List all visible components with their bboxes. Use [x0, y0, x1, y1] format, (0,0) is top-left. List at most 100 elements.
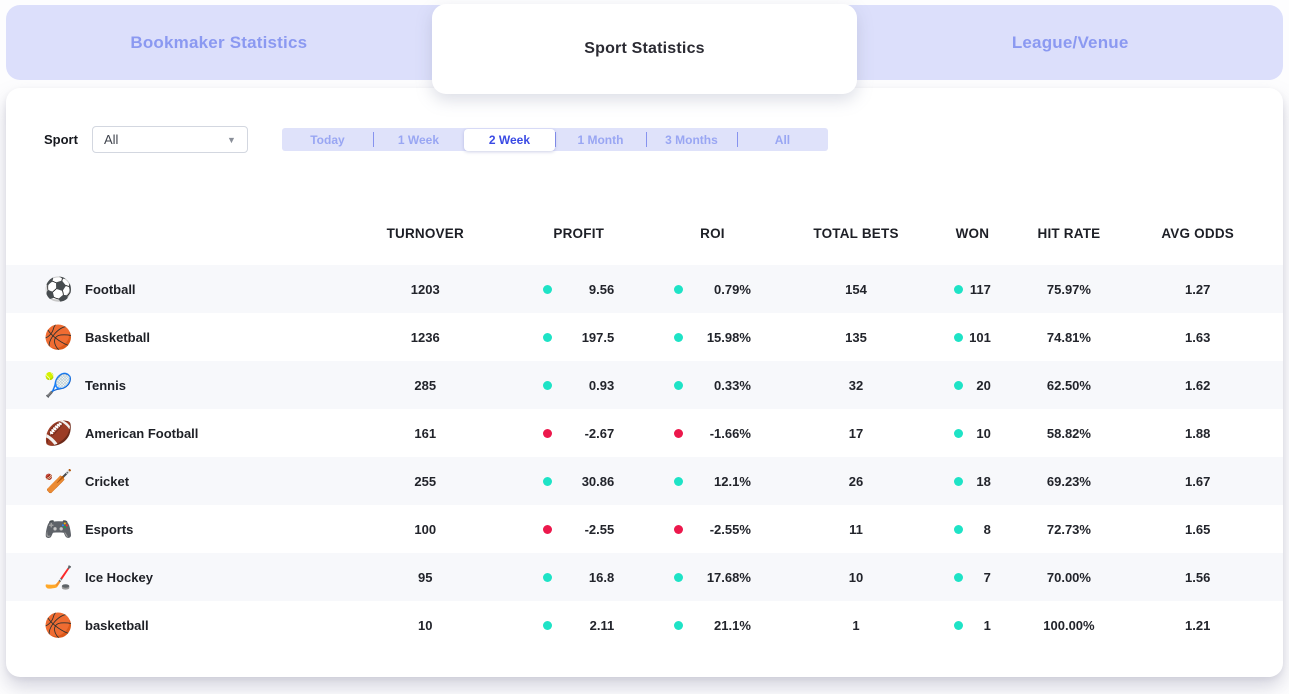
table-row[interactable]: 🏀 Basketball 1236 197.5 15.98% 135 101 7… — [6, 313, 1283, 361]
profit-cell: -2.67 — [509, 426, 648, 441]
period-2-week[interactable]: 2 Week — [463, 128, 555, 151]
avg-odds-value: 1.63 — [1185, 329, 1211, 345]
profit-value: -2.55 — [584, 521, 615, 537]
profit-status-dot — [543, 476, 553, 486]
sport-cell: 🎮 Esports — [44, 515, 341, 542]
profit-cell: -2.55 — [509, 522, 648, 537]
won-status-dot — [953, 476, 963, 486]
profit-status-dot — [543, 524, 553, 534]
turnover-value: 10 — [418, 617, 433, 633]
roi-status-dot — [673, 476, 683, 486]
won-value: 8 — [983, 521, 991, 537]
total-bets-value: 10 — [848, 569, 864, 585]
avg-odds-value: 1.88 — [1185, 425, 1211, 441]
won-status-dot — [953, 428, 963, 438]
column-header-won: WON — [955, 225, 990, 241]
tab-label: Bookmaker Statistics — [130, 32, 308, 52]
table-row[interactable]: 🏒 Ice Hockey 95 16.8 17.68% 10 7 70.00% … — [6, 553, 1283, 601]
roi-value: 0.79% — [714, 281, 751, 297]
profit-status-dot — [543, 332, 553, 342]
won-value: 101 — [969, 329, 991, 345]
table-row[interactable]: ⚽ Football 1203 9.56 0.79% 154 117 75.97… — [6, 265, 1283, 313]
table-row[interactable]: 🏀 basketball 10 2.11 21.1% 1 1 100.00% 1… — [6, 601, 1283, 649]
hit-rate-value: 69.23% — [1046, 473, 1091, 489]
turnover-value: 161 — [414, 425, 437, 441]
profit-cell: 0.93 — [509, 378, 648, 393]
profit-cell: 2.11 — [509, 618, 648, 633]
profit-cell: 16.8 — [509, 570, 648, 585]
won-value: 18 — [976, 473, 991, 489]
sport-name: Football — [85, 281, 136, 297]
column-header-avg-odds: AVG ODDS — [1161, 225, 1234, 241]
sport-select-value: All — [103, 132, 119, 147]
column-header-hit-rate: HIT RATE — [1037, 225, 1101, 241]
roi-status-dot — [673, 524, 683, 534]
column-header-profit: PROFIT — [553, 225, 605, 241]
avg-odds-value: 1.65 — [1185, 521, 1211, 537]
roi-cell: 12.1% — [648, 474, 777, 489]
won-status-dot — [953, 524, 963, 534]
sport-name: Esports — [85, 521, 134, 537]
roi-cell: 15.98% — [648, 330, 777, 345]
table-row[interactable]: 🏈 American Football 161 -2.67 -1.66% 17 … — [6, 409, 1283, 457]
won-cell: 117 — [935, 282, 1009, 297]
esports-icon: 🎮 — [44, 515, 73, 542]
profit-cell: 9.56 — [509, 282, 648, 297]
won-cell: 101 — [935, 330, 1009, 345]
won-value: 7 — [983, 569, 991, 585]
profit-value: -2.67 — [584, 425, 615, 441]
sport-select[interactable]: All ▼ — [91, 126, 248, 153]
total-bets-value: 11 — [849, 521, 863, 537]
profit-status-dot — [543, 572, 553, 582]
roi-cell: 21.1% — [648, 618, 777, 633]
profit-value: 30.86 — [581, 473, 615, 489]
profit-status-dot — [543, 284, 553, 294]
roi-cell: 0.33% — [648, 378, 777, 393]
turnover-value: 255 — [414, 473, 437, 489]
period-today[interactable]: Today — [310, 132, 345, 147]
roi-value: 0.33% — [714, 377, 751, 393]
tab-league-venue[interactable]: League/Venue — [857, 5, 1283, 80]
tab-sport-statistics[interactable]: Sport Statistics — [431, 4, 858, 94]
sport-cell: 🏏 Cricket — [44, 469, 341, 493]
chevron-down-icon: ▼ — [227, 134, 236, 145]
hit-rate-value: 74.81% — [1046, 329, 1091, 345]
sport-cell: ⚽ Football — [44, 275, 341, 302]
table-row[interactable]: 🎮 Esports 100 -2.55 -2.55% 11 8 72.73% 1… — [6, 505, 1283, 553]
won-status-dot — [953, 620, 963, 630]
roi-status-dot — [673, 380, 683, 390]
column-header-turnover: TURNOVER — [386, 225, 464, 241]
sport-cell: 🏈 American Football — [44, 421, 341, 445]
tennis-icon: 🎾 — [44, 371, 73, 398]
profit-value: 197.5 — [581, 329, 615, 345]
roi-cell: 17.68% — [648, 570, 777, 585]
won-status-dot — [953, 332, 963, 342]
table-row[interactable]: 🎾 Tennis 285 0.93 0.33% 32 20 62.50% 1.6… — [6, 361, 1283, 409]
roi-value: -1.66% — [709, 425, 751, 441]
profit-cell: 197.5 — [509, 330, 648, 345]
table-body: ⚽ Football 1203 9.56 0.79% 154 117 75.97… — [6, 265, 1283, 649]
table-row[interactable]: 🏏 Cricket 255 30.86 12.1% 26 18 69.23% 1… — [6, 457, 1283, 505]
tab-bookmaker-statistics[interactable]: Bookmaker Statistics — [6, 5, 432, 80]
period-all[interactable]: All — [736, 128, 828, 151]
hit-rate-value: 58.82% — [1046, 425, 1091, 441]
period-1-week[interactable]: 1 Week — [372, 128, 464, 151]
turnover-value: 285 — [414, 377, 437, 393]
turnover-value: 95 — [418, 569, 433, 585]
turnover-value: 1236 — [410, 329, 440, 345]
won-cell: 7 — [935, 570, 1009, 585]
avg-odds-value: 1.56 — [1185, 569, 1211, 585]
avg-odds-value: 1.21 — [1185, 617, 1211, 633]
won-cell: 1 — [935, 618, 1009, 633]
sport-name: American Football — [85, 425, 199, 441]
roi-status-dot — [673, 332, 683, 342]
profit-status-dot — [543, 380, 553, 390]
football-icon: ⚽ — [44, 275, 73, 302]
period-1-month[interactable]: 1 Month — [554, 128, 646, 151]
roi-status-dot — [673, 284, 683, 294]
basketball-icon: 🏀 — [44, 611, 73, 638]
sport-cell: 🎾 Tennis — [44, 371, 341, 398]
roi-cell: 0.79% — [648, 282, 777, 297]
avg-odds-value: 1.62 — [1185, 377, 1211, 393]
period-3-months[interactable]: 3 Months — [645, 128, 737, 151]
